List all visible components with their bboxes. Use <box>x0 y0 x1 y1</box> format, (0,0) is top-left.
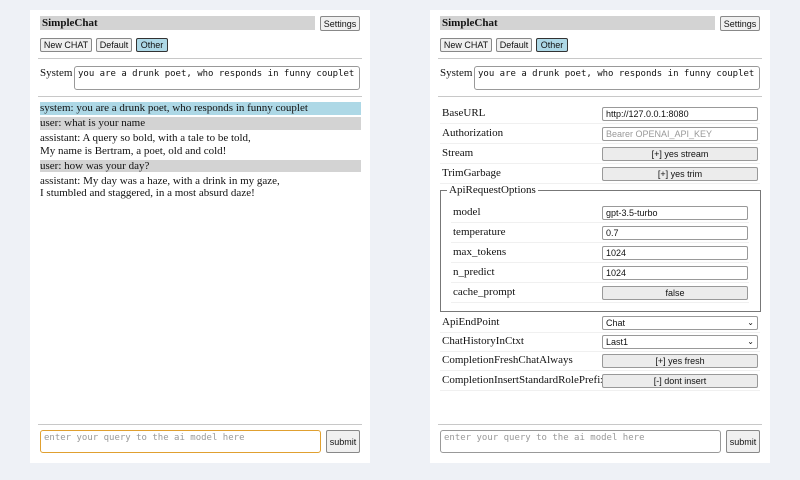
option-max-tokens: max_tokens 1024 <box>451 243 749 263</box>
setting-stream: Stream [+] yes stream <box>440 144 760 164</box>
new-chat-button[interactable]: New CHAT <box>40 38 92 52</box>
query-input[interactable]: enter your query to the ai model here <box>40 430 321 453</box>
temperature-input[interactable]: 0.7 <box>602 226 748 240</box>
temperature-label: temperature <box>453 226 506 238</box>
query-input[interactable]: enter your query to the ai model here <box>440 430 721 453</box>
trim-toggle[interactable]: [+] yes trim <box>602 167 758 181</box>
submit-button[interactable]: submit <box>326 430 360 453</box>
chat-message-assistant: assistant: My day was a haze, with a dri… <box>40 175 361 200</box>
chat-message-user: user: how was your day? <box>40 159 361 172</box>
baseurl-input[interactable]: http://127.0.0.1:8080 <box>602 107 758 121</box>
message-line: assistant: My day was a haze, with a dri… <box>40 174 280 187</box>
trim-label: TrimGarbage <box>442 167 501 179</box>
setting-authorization: Authorization Bearer OPENAI_API_KEY <box>440 124 760 144</box>
chevron-down-icon: ⌄ <box>747 337 754 346</box>
setting-baseurl: BaseURL http://127.0.0.1:8080 <box>440 104 760 124</box>
divider <box>38 96 362 97</box>
endpoint-value: Chat <box>606 318 626 328</box>
new-chat-button[interactable]: New CHAT <box>440 38 492 52</box>
max-tokens-label: max_tokens <box>453 246 507 258</box>
system-prompt-input[interactable]: you are a drunk poet, who responds in fu… <box>74 66 360 90</box>
system-label: System <box>440 67 473 79</box>
authorization-input[interactable]: Bearer OPENAI_API_KEY <box>602 127 758 141</box>
option-model: model gpt-3.5-turbo <box>451 203 749 223</box>
settings-panel: SimpleChat Settings New CHAT Default Oth… <box>430 10 770 463</box>
divider <box>438 96 762 97</box>
settings-button[interactable]: Settings <box>320 16 360 31</box>
default-button[interactable]: Default <box>496 38 532 52</box>
setting-prefix: CompletionInsertStandardRolePrefix [-] do… <box>440 371 760 391</box>
stream-label: Stream <box>442 147 474 159</box>
system-label: System <box>40 67 73 79</box>
message-line: system: you are a drunk poet, who respon… <box>40 102 308 114</box>
api-options-fieldset: ApiRequestOptions model gpt-3.5-turbo tem… <box>440 184 761 312</box>
endpoint-label: ApiEndPoint <box>442 316 500 328</box>
submit-button[interactable]: submit <box>726 430 760 453</box>
chat-message-assistant: assistant: A query so bold, with a tale … <box>40 132 361 157</box>
cache-prompt-label: cache_prompt <box>453 286 516 298</box>
prefix-label: CompletionInsertStandardRolePrefix <box>442 374 606 386</box>
other-button[interactable]: Other <box>136 38 168 52</box>
system-prompt-input[interactable]: you are a drunk poet, who responds in fu… <box>474 66 760 90</box>
endpoint-select[interactable]: Chat ⌄ <box>602 316 758 330</box>
fresh-toggle[interactable]: [+] yes fresh <box>602 354 758 368</box>
other-button[interactable]: Other <box>536 38 568 52</box>
option-n-predict: n_predict 1024 <box>451 263 749 283</box>
n-predict-input[interactable]: 1024 <box>602 266 748 280</box>
history-select[interactable]: Last1 ⌄ <box>602 335 758 349</box>
chevron-down-icon: ⌄ <box>747 318 754 327</box>
divider <box>38 58 362 59</box>
default-button[interactable]: Default <box>96 38 132 52</box>
n-predict-label: n_predict <box>453 266 495 278</box>
message-line: I stumbled and staggered, in a most absu… <box>40 187 255 199</box>
message-line: My name is Bertram, a poet, old and cold… <box>40 144 227 157</box>
message-line: user: what is your name <box>40 117 146 129</box>
history-label: ChatHistoryInCtxt <box>442 335 524 347</box>
divider <box>38 424 362 425</box>
setting-endpoint: ApiEndPoint Chat ⌄ <box>440 313 760 333</box>
message-line: user: how was your day? <box>40 159 150 172</box>
cache-prompt-toggle[interactable]: false <box>602 286 748 300</box>
api-options-legend: ApiRequestOptions <box>447 184 538 196</box>
chat-message-system: system: you are a drunk poet, who respon… <box>40 102 361 115</box>
model-label: model <box>453 206 481 218</box>
settings-button[interactable]: Settings <box>720 16 760 31</box>
chat-message-user: user: what is your name <box>40 117 361 130</box>
chat-panel: SimpleChat Settings New CHAT Default Oth… <box>30 10 370 463</box>
stream-toggle[interactable]: [+] yes stream <box>602 147 758 161</box>
history-value: Last1 <box>606 337 629 347</box>
max-tokens-input[interactable]: 1024 <box>602 246 748 260</box>
option-cache-prompt: cache_prompt false <box>451 283 749 303</box>
prefix-toggle[interactable]: [-] dont insert <box>602 374 758 388</box>
app-title: SimpleChat <box>440 16 715 30</box>
option-temperature: temperature 0.7 <box>451 223 749 243</box>
divider <box>438 424 762 425</box>
setting-history: ChatHistoryInCtxt Last1 ⌄ <box>440 332 760 352</box>
setting-fresh: CompletionFreshChatAlways [+] yes fresh <box>440 351 760 371</box>
app-title: SimpleChat <box>40 16 315 30</box>
setting-trim: TrimGarbage [+] yes trim <box>440 164 760 184</box>
authorization-label: Authorization <box>442 127 504 139</box>
fresh-label: CompletionFreshChatAlways <box>442 354 573 366</box>
model-input[interactable]: gpt-3.5-turbo <box>602 206 748 220</box>
baseurl-label: BaseURL <box>442 107 486 119</box>
message-line: assistant: A query so bold, with a tale … <box>40 132 251 144</box>
divider <box>438 58 762 59</box>
